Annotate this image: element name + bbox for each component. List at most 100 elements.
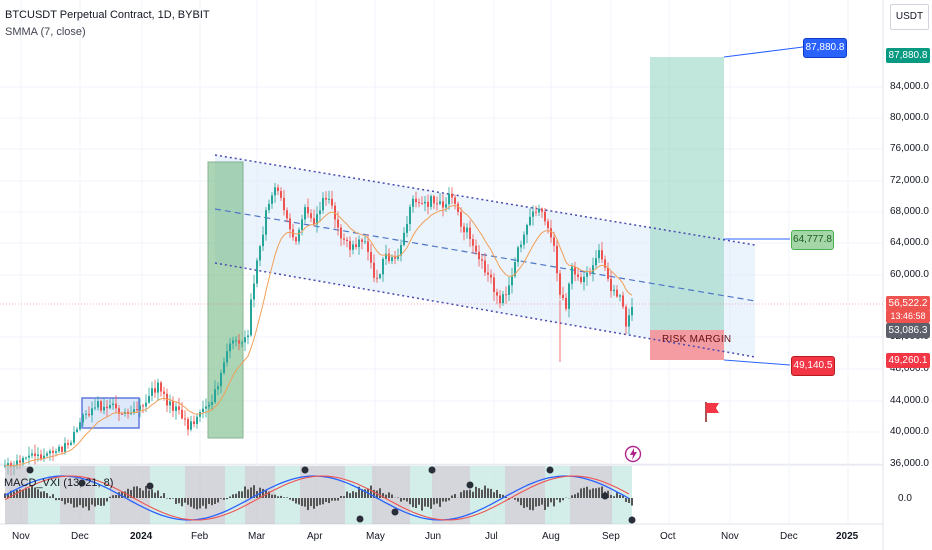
macd-histogram-bar	[130, 489, 132, 498]
candle-body	[520, 244, 522, 248]
candle-body	[601, 250, 603, 260]
candle-body	[235, 340, 237, 342]
macd-histogram-bar	[133, 486, 135, 498]
macd-histogram-bar	[625, 498, 627, 502]
macd-histogram-bar	[550, 498, 552, 503]
stop-loss-tag[interactable]: 49,140.5	[791, 356, 835, 376]
macd-histogram-bar	[40, 491, 42, 498]
macd-histogram-bar	[139, 488, 141, 498]
macd-histogram-bar	[364, 489, 366, 498]
macd-histogram-bar	[442, 498, 444, 502]
candle-body	[268, 203, 270, 211]
candle-body	[175, 406, 177, 411]
candle-body	[133, 409, 135, 413]
smma-line	[4, 204, 633, 467]
time-tick-label: Feb	[191, 531, 209, 542]
candle-body	[217, 386, 219, 390]
lightning-icon[interactable]	[624, 445, 642, 463]
macd-histogram-bar	[619, 494, 621, 498]
macd-histogram-bar	[466, 490, 468, 498]
candle-body	[178, 406, 180, 410]
candlestick-series[interactable]	[4, 182, 633, 476]
candle-body	[541, 208, 543, 212]
stop-loss-zone[interactable]	[650, 330, 724, 360]
macd-histogram-bar	[16, 489, 18, 498]
macd-histogram-bar	[283, 497, 285, 498]
macd-histogram-bar	[280, 495, 282, 498]
macd-cross-dot	[428, 466, 436, 474]
time-tick-label: Mar	[248, 531, 266, 542]
candle-body	[505, 294, 507, 296]
pole-box[interactable]	[207, 161, 244, 439]
channel-lower-line[interactable]	[214, 262, 756, 358]
candle-body	[421, 203, 423, 205]
macd-histogram-bar	[430, 498, 432, 509]
candle-body	[259, 246, 261, 261]
candle-body	[574, 266, 576, 275]
candle-body	[475, 245, 477, 252]
price-tick-label: 72,000.0	[890, 175, 929, 186]
macd-histogram-bar	[238, 491, 240, 498]
entry-tag[interactable]: 64,777.8	[791, 230, 834, 250]
macd-pane[interactable]	[4, 466, 636, 524]
chart-title[interactable]: BTCUSDT Perpetual Contract, 1D, BYBIT	[5, 9, 210, 21]
candle-body	[136, 409, 138, 411]
candle-body	[310, 213, 312, 219]
take-profit-tag[interactable]: 87,880.8	[803, 38, 847, 58]
macd-shade	[95, 466, 110, 524]
macd-histogram-bar	[448, 498, 450, 501]
candle-body	[25, 457, 27, 459]
candle-body	[196, 416, 198, 424]
macd-histogram-bar	[514, 498, 516, 500]
macd-histogram-bar	[400, 498, 402, 502]
candle-body	[328, 198, 330, 200]
macd-histogram-bar	[490, 488, 492, 498]
macd-cross-dot	[628, 516, 636, 524]
candle-body	[454, 197, 456, 204]
macd-histogram-bar	[46, 493, 48, 498]
candle-body	[31, 453, 33, 456]
indicator-legend[interactable]: SMMA (7, close)	[5, 26, 86, 38]
macd-histogram-bar	[34, 487, 36, 498]
macd-histogram-bar	[310, 498, 312, 507]
macd-histogram-bar	[28, 488, 30, 498]
candle-body	[337, 219, 339, 228]
macd-histogram-bar	[115, 495, 117, 498]
candle-body	[79, 422, 81, 430]
macd-histogram-bar	[322, 498, 324, 505]
macd-histogram-bar	[226, 498, 228, 500]
take-profit-zone[interactable]	[650, 57, 724, 330]
macd-histogram-bar	[559, 498, 561, 503]
macd-histogram-bar	[571, 495, 573, 498]
channel-upper-line[interactable]	[214, 154, 756, 246]
candle-body	[448, 193, 450, 205]
candle-body	[514, 262, 516, 277]
macd-histogram-bar	[253, 485, 255, 498]
candle-body	[439, 201, 441, 204]
macd-histogram-bar	[385, 494, 387, 498]
candle-body	[94, 407, 96, 409]
candle-body	[199, 412, 201, 417]
candle-body	[628, 315, 630, 327]
macd-histogram-bar	[118, 492, 120, 498]
candle-body	[409, 206, 411, 224]
macd-histogram-bar	[358, 486, 360, 498]
candle-body	[469, 227, 471, 240]
flag-icon[interactable]	[705, 402, 719, 422]
candle-body	[481, 259, 483, 261]
candle-body	[280, 190, 282, 198]
countdown-badge: 13:46:58	[886, 310, 930, 323]
candle-body	[265, 210, 267, 235]
sl-connector	[723, 359, 791, 366]
macd-legend[interactable]: MACD_VXI (13, 21, 8)	[4, 477, 114, 489]
candle-body	[586, 272, 588, 277]
currency-selector[interactable]: USDT	[890, 4, 929, 30]
candle-body	[412, 198, 414, 207]
macd-histogram-bar	[325, 498, 327, 503]
macd-histogram-bar	[205, 498, 207, 509]
macd-histogram-bar	[475, 486, 477, 498]
candle-body	[367, 241, 369, 252]
candle-body	[202, 408, 204, 413]
